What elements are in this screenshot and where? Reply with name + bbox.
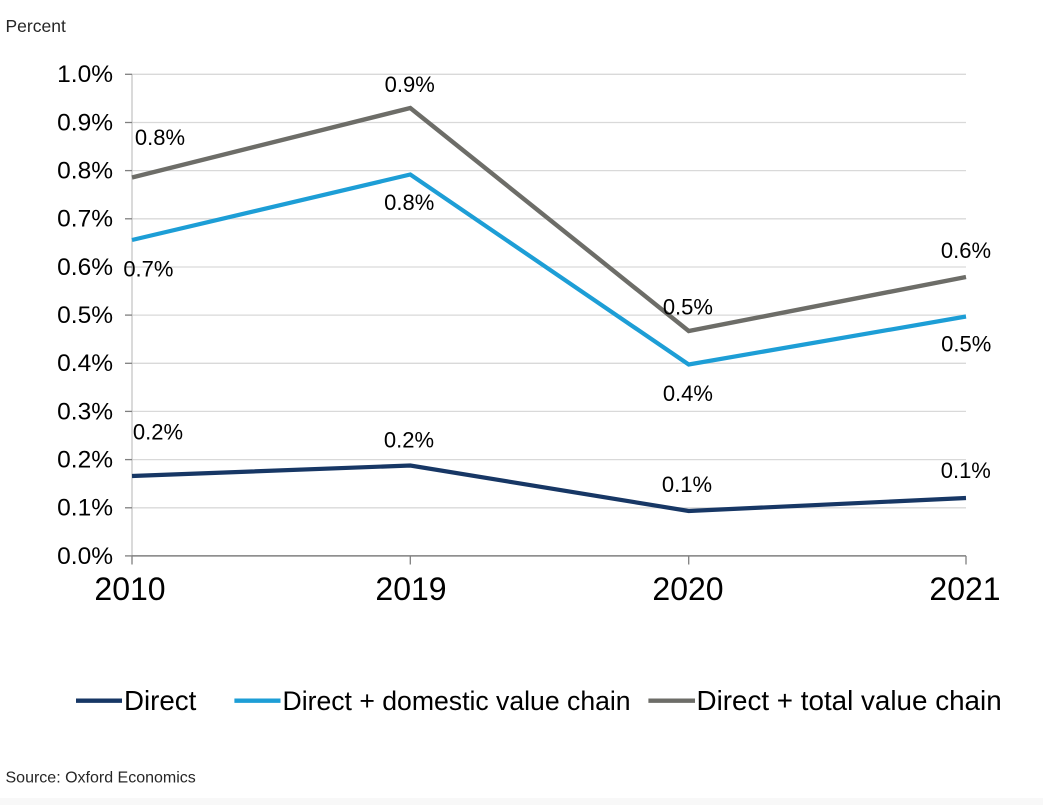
- svg-text:2019: 2019: [375, 571, 446, 607]
- svg-text:0.4%: 0.4%: [663, 381, 713, 406]
- svg-text:0.7%: 0.7%: [123, 256, 173, 281]
- svg-text:0.2%: 0.2%: [384, 428, 434, 453]
- svg-text:0.4%: 0.4%: [57, 350, 113, 377]
- svg-text:Source: Oxford Economics: Source: Oxford Economics: [6, 769, 196, 786]
- svg-text:Direct + domestic value chain: Direct + domestic value chain: [283, 686, 631, 716]
- svg-text:0.8%: 0.8%: [57, 158, 113, 185]
- svg-text:0.8%: 0.8%: [384, 190, 434, 215]
- svg-text:0.5%: 0.5%: [57, 302, 113, 329]
- svg-text:0.0%: 0.0%: [57, 543, 113, 570]
- svg-text:0.9%: 0.9%: [57, 109, 113, 136]
- svg-text:2021: 2021: [929, 571, 1000, 607]
- svg-text:Percent: Percent: [6, 16, 66, 36]
- svg-text:0.3%: 0.3%: [57, 398, 113, 425]
- svg-text:0.2%: 0.2%: [57, 447, 113, 474]
- svg-text:0.1%: 0.1%: [57, 495, 113, 522]
- svg-text:0.8%: 0.8%: [135, 125, 185, 150]
- svg-text:2010: 2010: [94, 571, 165, 607]
- svg-text:0.1%: 0.1%: [662, 472, 712, 497]
- svg-text:0.1%: 0.1%: [941, 458, 991, 483]
- svg-text:0.7%: 0.7%: [57, 206, 113, 233]
- svg-text:Direct + total value chain: Direct + total value chain: [697, 685, 1002, 716]
- svg-text:0.5%: 0.5%: [663, 295, 713, 320]
- svg-text:Direct: Direct: [124, 685, 197, 716]
- svg-text:0.6%: 0.6%: [941, 238, 991, 263]
- svg-text:0.5%: 0.5%: [941, 332, 991, 357]
- svg-text:0.9%: 0.9%: [385, 72, 435, 97]
- svg-text:2020: 2020: [652, 571, 723, 607]
- svg-text:1.0%: 1.0%: [57, 61, 113, 88]
- svg-text:0.6%: 0.6%: [57, 254, 113, 281]
- svg-text:0.2%: 0.2%: [133, 420, 183, 445]
